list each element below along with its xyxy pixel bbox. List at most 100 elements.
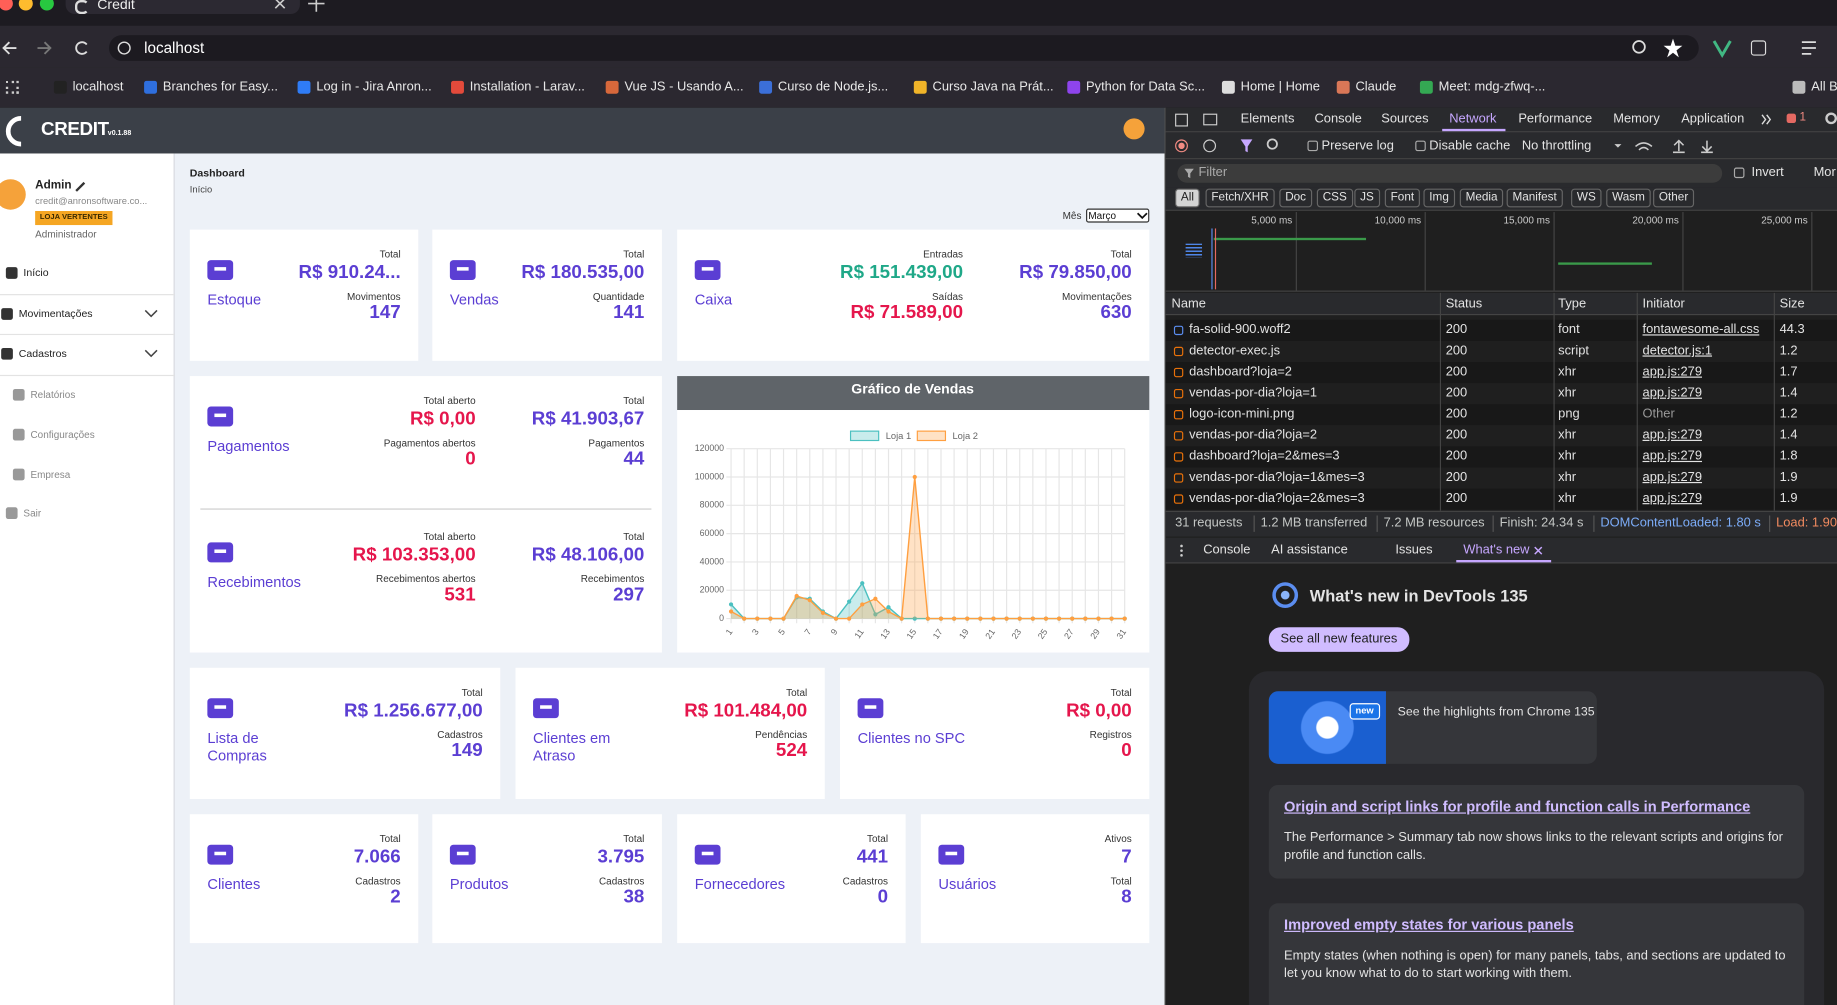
menu-item[interactable]: Início [23,266,49,279]
article-title[interactable]: Improved empty states for various panels [1284,916,1574,934]
request-row[interactable] [1165,362,1837,384]
request-cell[interactable]: app.js:279 [1642,428,1703,443]
card[interactable] [677,229,1150,361]
request-row[interactable] [1165,404,1837,426]
devtools-tab[interactable]: Sources [1381,111,1429,126]
checkbox[interactable] [1307,140,1319,152]
see-all-button[interactable]: See all new features [1268,627,1410,653]
bookmark[interactable]: Meet: mdg-zfwq-... [1438,80,1546,95]
error-count[interactable]: 1 [1799,111,1807,125]
bookmark[interactable]: Installation - Larav... [469,80,585,95]
invert-option[interactable]: Invert [1751,165,1784,180]
card[interactable] [432,814,662,944]
column-header[interactable]: Size [1779,296,1805,311]
month-select[interactable] [1086,208,1150,223]
card-title[interactable]: Produtos [449,876,509,893]
menu-item[interactable]: Relatórios [30,388,76,401]
article-card[interactable] [1268,903,1805,1005]
column-header[interactable]: Initiator [1642,296,1685,311]
card[interactable] [920,814,1150,944]
article-title[interactable]: Origin and script links for profile and … [1284,798,1751,815]
card-title[interactable]: Clientes no SPC [857,729,966,747]
menu-item[interactable]: Configurações [30,428,95,441]
type-filter[interactable]: Font [1384,188,1420,208]
checkbox[interactable] [1415,140,1426,152]
devtools-tab[interactable]: Elements [1240,111,1295,126]
bookmark[interactable]: localhost [72,80,124,95]
card-title[interactable]: Estoque [207,291,262,309]
card-title[interactable]: Fornecedores [694,876,786,893]
card-title[interactable]: Usuários [938,876,997,893]
request-cell[interactable]: app.js:279 [1642,385,1703,400]
request-cell[interactable]: app.js:279 [1642,364,1703,379]
type-filter[interactable]: All [1175,188,1200,208]
request-row[interactable] [1165,467,1837,489]
type-filter[interactable]: Doc [1279,188,1312,208]
request-row[interactable] [1165,319,1837,341]
device-icon[interactable] [1203,113,1218,126]
type-filter[interactable]: WS [1571,188,1602,208]
column-header[interactable]: Status [1445,296,1483,311]
column-header[interactable]: Type [1558,296,1587,311]
window-button[interactable] [39,0,54,11]
record-button[interactable] [1175,139,1188,153]
request-cell[interactable]: fontawesome-all.css [1642,322,1760,337]
request-row[interactable] [1165,488,1837,510]
clear-button[interactable] [1203,139,1217,153]
notification-bulb[interactable] [1123,118,1145,140]
checkbox[interactable] [1733,167,1745,179]
card[interactable] [840,667,1150,800]
type-filter[interactable]: Other [1653,188,1695,208]
bookmark[interactable]: Home | Home [1240,80,1320,95]
request-row[interactable] [1165,425,1837,447]
request-row[interactable] [1165,383,1837,405]
drawer-tab[interactable]: Console [1203,542,1251,557]
request-cell[interactable]: detector.js:1 [1642,343,1713,358]
card-title[interactable]: Recebimentos [207,574,301,591]
type-filter[interactable]: Img [1423,188,1455,208]
type-filter[interactable]: Wasm [1606,188,1651,208]
menu-item[interactable]: Cadastros [18,347,67,360]
drawer-tab[interactable]: What's new [1463,542,1530,557]
request-cell[interactable]: app.js:279 [1642,491,1703,506]
type-filter[interactable]: JS [1354,188,1380,208]
request-cell[interactable]: app.js:279 [1642,470,1703,485]
window-button[interactable] [0,0,13,11]
settings-icon[interactable] [1825,112,1837,125]
bookmark[interactable]: Python for Data Sc... [1086,80,1205,95]
toolbar-option[interactable]: Preserve log [1321,138,1394,153]
menu-item[interactable]: Sair [23,507,42,519]
card-title[interactable]: Clientes [207,876,261,893]
url[interactable]: localhost [144,38,205,57]
menu-item[interactable]: Empresa [30,468,71,481]
card-title[interactable]: Pagamentos [207,438,290,455]
inspect-icon[interactable] [1175,113,1188,127]
bookmark[interactable]: Claude [1355,80,1397,95]
card-title[interactable]: Lista de Compras [207,729,267,764]
card-title[interactable]: Vendas [449,291,499,309]
bookmark[interactable]: Curso Java na Prát... [932,80,1054,95]
devtools-tab[interactable]: Memory [1613,111,1660,126]
devtools-tab[interactable]: Application [1681,111,1745,126]
tab[interactable] [65,0,300,15]
bookmark[interactable]: Branches for Easy... [162,80,278,95]
request-row[interactable] [1165,446,1837,468]
bookmark[interactable]: All B [1811,80,1837,95]
drawer-tab[interactable]: AI assistance [1271,542,1348,557]
request-cell[interactable]: Other [1642,407,1675,422]
card-title[interactable]: Caixa [694,291,733,309]
devtools-tab[interactable]: Performance [1518,111,1593,126]
filter-input[interactable] [1177,164,1723,183]
article-card[interactable] [1268,784,1805,879]
type-filter[interactable]: CSS [1316,188,1353,208]
card[interactable] [189,229,419,361]
card-title[interactable]: Clientes em Atraso [533,729,611,764]
card[interactable] [677,814,906,944]
address-field[interactable] [108,35,1699,61]
card[interactable] [189,667,501,800]
card[interactable] [189,814,419,944]
request-row[interactable] [1165,340,1837,363]
toolbar-option[interactable]: No throttling [1521,138,1592,153]
type-filter[interactable]: Media [1459,188,1504,208]
bookmark[interactable]: Curso de Node.js... [777,80,889,95]
